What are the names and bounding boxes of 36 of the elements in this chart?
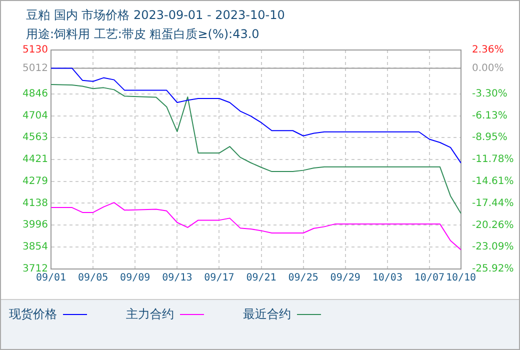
x-tick-label: 09/09 [120, 272, 150, 284]
x-tick-label: 09/29 [330, 272, 360, 284]
x-tick-label: 09/13 [162, 272, 192, 284]
x-tick-label: 10/03 [372, 272, 402, 284]
y-tick-label: 5012 [22, 62, 48, 74]
y-tick-label: 4704 [22, 110, 48, 122]
y2-tick-label: -17.44% [472, 198, 514, 209]
x-tick-label: 09/21 [246, 272, 276, 284]
y2-tick-label: 2.36% [472, 44, 504, 56]
y-tick-label: 4563 [22, 132, 48, 144]
y2-tick-label: -14.61% [472, 176, 514, 188]
y2-tick-label: -8.95% [472, 132, 508, 144]
y2-tick-label: -11.78% [472, 154, 514, 166]
x-tick-label: 09/25 [288, 272, 318, 284]
y-tick-label: 4846 [22, 88, 48, 100]
y2-tick-label: -23.09% [472, 242, 514, 253]
y2-tick-label: -20.26% [472, 220, 514, 231]
y2-tick-label: -3.30% [472, 88, 508, 100]
y2-tick-label: 0.00% [472, 62, 504, 74]
legend-label: 主力合约 [126, 306, 174, 323]
y-tick-label: 4279 [22, 176, 48, 188]
y-tick-label: 3996 [22, 220, 48, 231]
y-tick-label: 3854 [22, 242, 48, 253]
y-tick-label: 4138 [22, 198, 48, 209]
x-tick-label: 10/07 [414, 272, 445, 284]
y2-tick-label: -6.13% [472, 110, 508, 122]
x-tick-label: 09/17 [204, 272, 234, 284]
x-tick-label: 09/05 [78, 272, 108, 284]
chart-title: 豆粕 国内 市场价格 2023-09-01 - 2023-10-10 [26, 7, 285, 24]
x-tick-label: 09/01 [36, 272, 66, 284]
y-tick-label: 5130 [22, 44, 48, 56]
chart-subtitle: 用途:饲料用 工艺:带皮 粗蛋白质≥(%):43.0 [26, 26, 260, 43]
legend-label: 现货价格 [9, 306, 57, 323]
legend-label: 最近合约 [243, 306, 291, 323]
x-tick-label: 10/10 [446, 272, 476, 284]
y-tick-label: 4421 [22, 154, 48, 166]
